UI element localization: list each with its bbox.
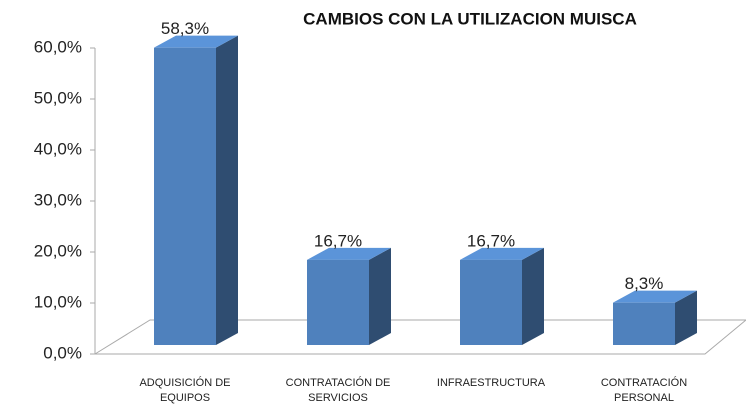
x-tick-label: CONTRATACIÓN PERSONAL <box>600 377 688 404</box>
bar-top <box>613 290 697 303</box>
y-tick-label: 60,0% <box>34 37 82 56</box>
data-label: 16,7% <box>314 231 362 250</box>
x-tick-label: CONTRATACIÓN DE SERVICIOS <box>285 377 391 404</box>
y-tick-label: 50,0% <box>34 88 82 107</box>
data-label: 8,3% <box>625 274 664 293</box>
data-label: 16,7% <box>467 231 515 250</box>
bar-top <box>460 247 544 260</box>
data-label: 58,3% <box>161 19 209 38</box>
y-tick-label: 0,0% <box>43 343 82 362</box>
x-tick-label: INFRAESTRUCTURA <box>436 377 546 389</box>
floor <box>93 319 746 355</box>
bar <box>154 47 216 346</box>
y-tick-label: 40,0% <box>34 139 82 158</box>
bar-top <box>154 35 238 48</box>
chart-title: CAMBIOS CON LA UTILIZACION MUISCA <box>303 9 637 28</box>
y-tick-label: 30,0% <box>34 190 82 209</box>
y-tick-label: 20,0% <box>34 241 82 260</box>
bar-side <box>216 35 238 346</box>
bar-side <box>522 247 544 345</box>
bar <box>307 259 369 345</box>
bar-top <box>307 247 391 260</box>
bar-side <box>369 247 391 345</box>
bar <box>613 302 675 345</box>
bar-side <box>675 290 697 345</box>
bar <box>460 259 522 345</box>
x-tick-label: ADQUISICIÓN DE EQUIPOS <box>139 377 231 404</box>
y-tick-label: 10,0% <box>34 292 82 311</box>
